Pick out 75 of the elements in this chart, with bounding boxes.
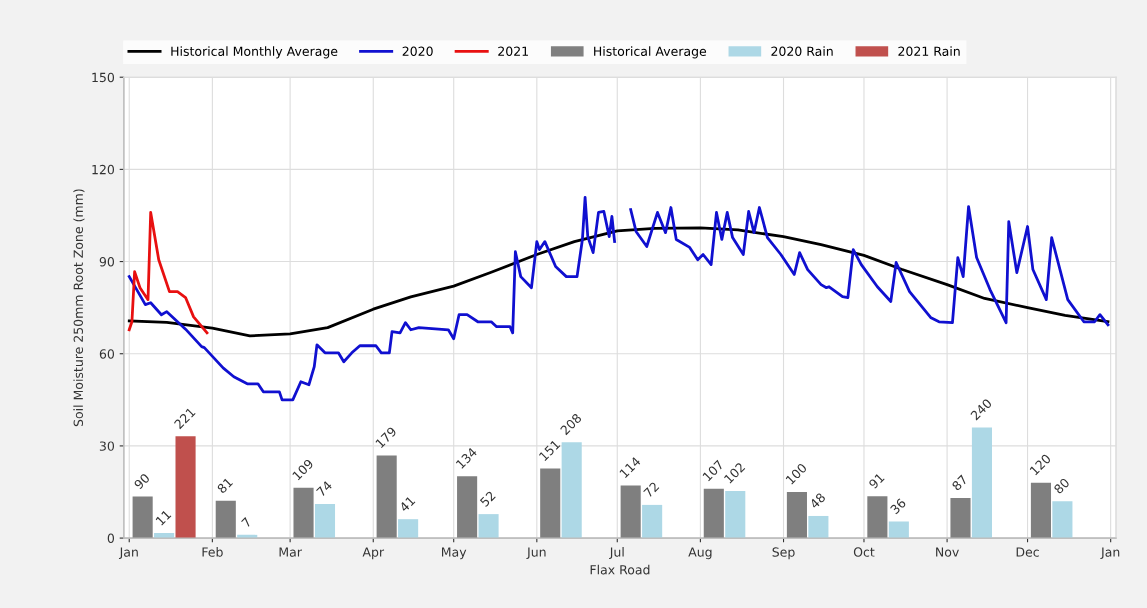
data-label: 100 [785, 462, 808, 485]
bar [376, 455, 397, 539]
x-tick-label: Jan [118, 547, 138, 560]
y-tick-label: 30 [99, 441, 115, 451]
bar [971, 427, 993, 539]
y-axis-title: Soil Moisture 250mm Root Zone (mm) [73, 189, 85, 427]
data-label: 134 [455, 446, 478, 470]
data-label: 81 [216, 477, 234, 494]
data-label: 208 [559, 412, 583, 436]
x-tick-label: Jan [1100, 547, 1120, 560]
x-tick-label: Apr [362, 547, 385, 560]
line-series [127, 211, 209, 335]
legend-label: Historical Average [594, 46, 707, 59]
x-tick-label: Mar [279, 547, 302, 557]
data-label: 221 [173, 407, 196, 430]
bar [867, 496, 888, 539]
data-label: 107 [702, 459, 725, 482]
bar [786, 491, 807, 539]
legend-label: 2020 Rain [771, 46, 833, 56]
data-label: 74 [316, 480, 333, 497]
data-label: 91 [868, 472, 885, 490]
bar [725, 491, 746, 539]
data-label: 72 [643, 481, 660, 498]
bar [175, 436, 196, 539]
bar [950, 497, 971, 539]
data-label: 87 [951, 474, 968, 492]
bar [293, 487, 314, 539]
x-tick-label: Feb [202, 547, 223, 557]
data-label: 80 [1053, 477, 1070, 495]
y-tick-label: 60 [99, 349, 115, 359]
bar [478, 514, 499, 539]
bar [540, 468, 561, 539]
legend-label: Historical Monthly Average [171, 46, 338, 59]
y-tick-label: 0 [107, 533, 115, 544]
x-tick-label: Nov [936, 547, 959, 557]
x-tick-label: Jul [609, 547, 624, 560]
bar [1052, 501, 1073, 539]
data-label: 114 [619, 456, 642, 479]
bar [215, 500, 236, 539]
y-tick-label: 90 [99, 257, 115, 267]
data-label: 36 [889, 497, 907, 515]
data-label: 151 [538, 439, 561, 462]
data-label: 41 [398, 495, 416, 513]
data-label: 109 [291, 458, 314, 481]
bar [888, 521, 909, 539]
legend-label: 2021 Rain [898, 46, 960, 56]
y-tick-label: 120 [92, 164, 115, 175]
y-tick-label: 150 [92, 72, 115, 83]
data-label: 48 [809, 492, 826, 510]
data-label: 90 [133, 472, 151, 490]
x-tick-label: Jun [526, 547, 546, 560]
x-axis-title: Flax Road [590, 564, 650, 575]
data-label: 179 [375, 426, 398, 449]
x-tick-label: Dec [1016, 547, 1039, 557]
data-label: 7 [241, 517, 252, 528]
bar [642, 504, 663, 539]
data-label: 11 [155, 509, 172, 526]
bar [561, 442, 582, 539]
bar [620, 485, 641, 539]
data-label: 120 [1029, 453, 1052, 476]
bar [703, 488, 724, 539]
bar [1030, 482, 1051, 539]
x-tick-label: Sep [772, 547, 795, 560]
x-tick-label: Oct [853, 547, 875, 557]
bar [398, 519, 419, 539]
x-tick-label: May [442, 547, 467, 560]
legend-label: 2020 [402, 46, 433, 56]
legend-label: 2021 [498, 46, 528, 56]
bar [132, 496, 153, 539]
bar [808, 515, 829, 539]
data-label: 102 [723, 462, 746, 484]
data-label: 52 [479, 490, 496, 508]
x-tick-label: Aug [688, 547, 712, 560]
bar [314, 503, 336, 539]
bar [457, 476, 478, 539]
